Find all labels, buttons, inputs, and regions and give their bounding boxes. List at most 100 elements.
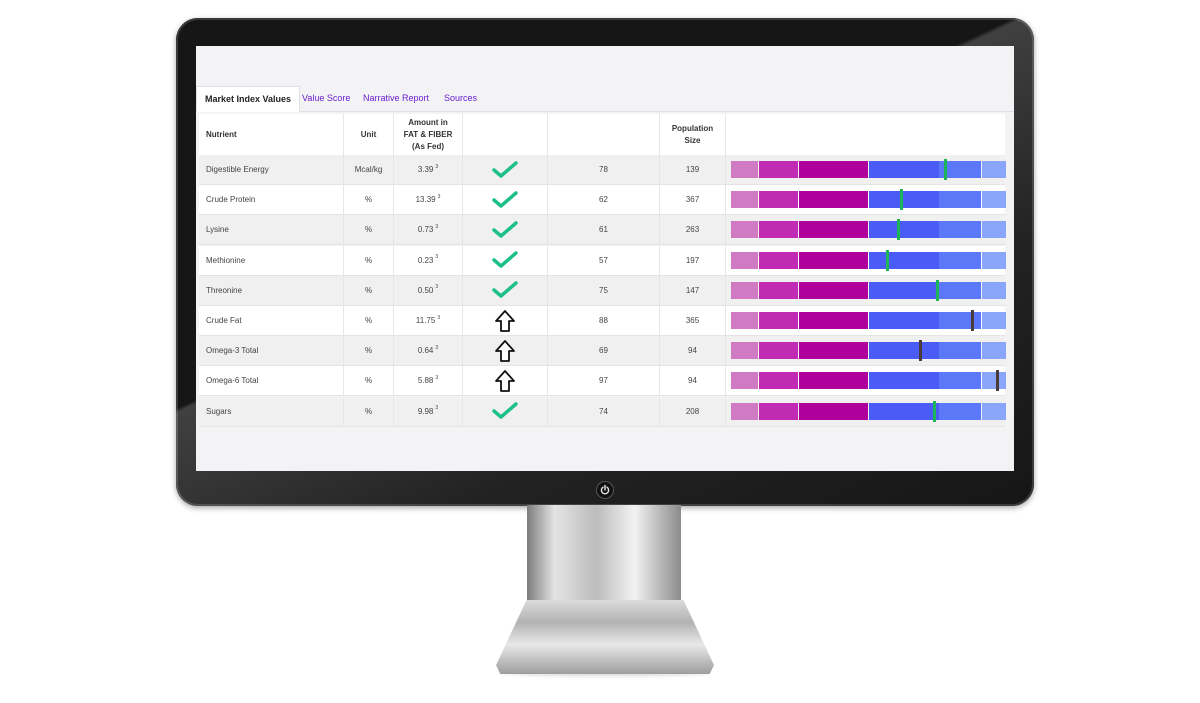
range-segment <box>759 251 798 269</box>
check-icon <box>492 221 518 239</box>
range-marker <box>900 189 903 211</box>
nutrient-amount: 0.73 3 <box>394 215 463 245</box>
range-segment <box>869 281 939 299</box>
range-marker <box>897 219 900 241</box>
score-value: 74 <box>548 396 660 426</box>
range-segment <box>799 372 868 390</box>
range-segment <box>731 312 758 329</box>
range-bar <box>731 249 1006 271</box>
range-marker <box>936 279 939 301</box>
score-value: 97 <box>548 366 660 396</box>
range-segment <box>731 402 758 420</box>
amount-value: 11.75 <box>415 316 436 325</box>
nutrient-name: Crude Protein <box>199 185 344 215</box>
score-value: 75 <box>548 275 660 305</box>
table-header: Nutrient Unit Amount in FAT & FIBER (As … <box>199 114 1005 157</box>
range-segment <box>939 221 981 239</box>
table-row: Digestible Energy Mcal/kg 3.39 3 78 139 <box>199 155 1006 185</box>
table-row: Omega-3 Total% 0.64 3 69 94 <box>199 336 1006 367</box>
header-population: Population Size <box>660 114 726 155</box>
header-nutrient: Nutrient <box>199 114 344 155</box>
range-segment <box>799 281 868 299</box>
amount-footnote: 3 <box>435 344 439 351</box>
score-value: 78 <box>548 155 660 184</box>
nutrient-unit: % <box>344 366 394 396</box>
status-cell <box>463 336 548 366</box>
header-status <box>463 114 548 155</box>
range-segment <box>982 342 1006 360</box>
nutrient-amount: 13.39 3 <box>394 185 463 215</box>
range-segment <box>799 191 868 209</box>
header-population-line1: Population <box>671 123 714 133</box>
check-icon <box>492 281 518 299</box>
tab-market-index-values[interactable]: Market Index Values <box>196 86 301 112</box>
range-segment <box>799 251 868 269</box>
header-amount-line1: Amount in <box>408 117 448 127</box>
range-segment <box>939 191 981 209</box>
nutrient-unit: % <box>344 215 394 245</box>
amount-footnote: 3 <box>435 223 439 230</box>
amount-value: 9.98 <box>417 406 434 416</box>
range-segment <box>759 281 798 299</box>
status-cell <box>463 306 548 335</box>
score-value: 61 <box>548 215 660 245</box>
population-size: 367 <box>660 185 726 215</box>
range-segment <box>939 251 981 269</box>
range-bar <box>731 310 1006 331</box>
nutrient-amount: 0.23 3 <box>394 245 463 275</box>
amount-value: 3.39 <box>417 165 434 174</box>
population-size: 365 <box>660 306 726 335</box>
table-row: Omega-6 Total% 5.88 3 97 94 <box>199 366 1006 397</box>
amount-footnote: 3 <box>435 284 439 291</box>
range-segment <box>982 161 1006 178</box>
range-segment <box>869 402 939 420</box>
nutrient-name: Digestible Energy <box>199 155 344 184</box>
amount-value: 0.50 <box>417 285 434 295</box>
power-icon <box>600 484 610 495</box>
nutrient-amount: 0.64 3 <box>394 336 463 366</box>
population-size: 197 <box>660 245 726 275</box>
status-cell <box>463 396 548 426</box>
nutrient-name: Lysine <box>199 215 344 245</box>
nutrient-unit: % <box>344 245 394 275</box>
tab-narrative-report[interactable]: Narrative Report <box>363 93 430 103</box>
range-bar <box>731 189 1006 211</box>
header-amount-line3: (As Fed) <box>412 141 444 151</box>
amount-value: 13.39 <box>415 195 436 205</box>
header-range <box>726 114 1005 155</box>
range-segment <box>759 221 798 239</box>
range-marker <box>886 249 889 271</box>
range-segment <box>869 221 939 239</box>
nutrient-unit: Mcal/kg <box>344 155 394 184</box>
amount-footnote: 3 <box>435 374 439 381</box>
range-segment <box>982 281 1006 299</box>
range-bar <box>731 400 1006 422</box>
nutrient-amount: 3.39 3 <box>394 155 463 184</box>
nutrient-unit: % <box>344 275 394 305</box>
nutrient-name: Threonine <box>199 275 344 305</box>
amount-value: 0.23 <box>417 255 434 265</box>
range-segment <box>731 342 758 360</box>
nutrient-name: Omega-6 Total <box>199 366 344 396</box>
check-icon <box>492 402 518 420</box>
monitor-stand-neck <box>527 505 681 617</box>
tab-bar: Market Index Values Value Score Narrativ… <box>196 86 1014 112</box>
nutrient-name: Methionine <box>199 245 344 275</box>
range-segment <box>731 281 758 299</box>
amount-footnote: 3 <box>435 254 439 261</box>
range-segment <box>869 251 939 269</box>
range-bar <box>731 219 1006 241</box>
amount-footnote: 3 <box>437 314 441 321</box>
tab-value-score[interactable]: Value Score <box>302 93 351 103</box>
nutrient-amount: 9.98 3 <box>394 396 463 426</box>
power-button[interactable] <box>597 482 613 498</box>
range-segment <box>759 161 798 178</box>
range-segment <box>982 402 1006 420</box>
header-population-line2: Size <box>684 135 701 145</box>
tab-sources[interactable]: Sources <box>444 93 478 103</box>
status-cell <box>463 245 548 275</box>
score-value: 62 <box>548 185 660 215</box>
population-size: 94 <box>660 366 726 396</box>
population-size: 147 <box>660 275 726 305</box>
amount-footnote: 3 <box>435 405 439 412</box>
